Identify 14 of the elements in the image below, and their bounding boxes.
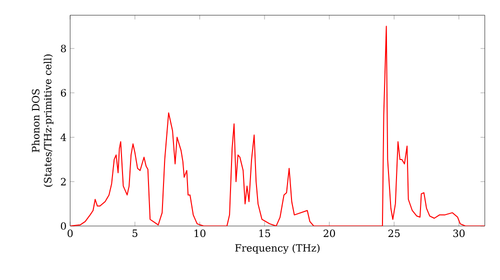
x-tick-label: 10: [194, 229, 206, 238]
x-tick-label: 30: [453, 229, 465, 238]
y-tick-label: 4: [60, 133, 66, 141]
y-axis-title: Phonon DOS (States/THz·primitive cell): [32, 54, 54, 187]
x-tick-label: 25: [388, 229, 400, 238]
x-tick-label: 20: [324, 229, 336, 238]
y-tick-label: 6: [60, 89, 66, 97]
x-tick-label: 0: [68, 229, 73, 238]
y-tick-label: 0: [60, 222, 66, 230]
x-tick-label: 15: [259, 229, 270, 238]
x-tick-label: 5: [132, 229, 138, 237]
y-tick-label: 8: [60, 44, 66, 52]
x-axis-title: Frequency (THz): [235, 244, 320, 254]
y-tick-label: 2: [60, 178, 66, 186]
